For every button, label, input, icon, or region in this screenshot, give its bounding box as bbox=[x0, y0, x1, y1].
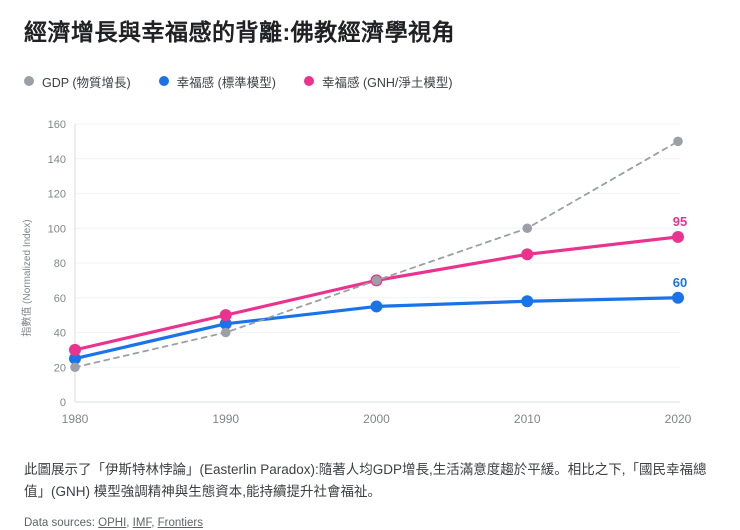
x-tick-label: 2000 bbox=[363, 412, 390, 426]
legend-item-happiness-gnh: 幸福感 (GNH/淨土模型) bbox=[303, 72, 453, 91]
chart-legend: GDP (物質增長) 幸福感 (標準模型) 幸福感 (GNH/淨土模型) bbox=[24, 72, 716, 91]
sources-separator: , bbox=[151, 516, 158, 529]
y-tick-label: 0 bbox=[60, 397, 66, 409]
y-tick-label: 160 bbox=[48, 119, 66, 131]
y-axis-title: 指數值 (Normalized Index) bbox=[20, 219, 33, 336]
legend-dot-gdp-icon bbox=[24, 76, 34, 87]
data-point bbox=[522, 223, 533, 233]
legend-item-happiness-standard: 幸福感 (標準模型) bbox=[158, 72, 276, 91]
y-tick-label: 100 bbox=[48, 223, 66, 235]
legend-label-gdp: GDP (物質增長) bbox=[42, 75, 131, 90]
legend-label-happiness-gnh: 幸福感 (GNH/淨土模型) bbox=[321, 75, 453, 90]
data-point bbox=[521, 295, 534, 308]
data-point bbox=[219, 317, 232, 330]
legend-dot-happiness-standard-icon bbox=[158, 76, 169, 87]
y-tick-label: 140 bbox=[48, 154, 66, 166]
source-link-imf[interactable]: IMF bbox=[132, 516, 152, 529]
page-title: 經濟增長與幸福感的背離:佛教經濟學視角 bbox=[24, 19, 456, 45]
data-point bbox=[370, 300, 383, 313]
legend-dot-happiness-gnh-icon bbox=[303, 76, 314, 87]
y-tick-label: 120 bbox=[48, 188, 66, 200]
data-point bbox=[672, 291, 684, 304]
sources-separator: , bbox=[126, 516, 133, 529]
data-point bbox=[672, 230, 684, 243]
x-tick-label: 1980 bbox=[62, 412, 89, 426]
data-point bbox=[69, 343, 81, 356]
source-link-ophi[interactable]: OPHI bbox=[98, 516, 127, 529]
data-point bbox=[70, 362, 80, 372]
series-line bbox=[74, 140, 679, 369]
x-tick-label: 2010 bbox=[514, 412, 541, 426]
end-value-label: 95 bbox=[673, 214, 687, 229]
data-point bbox=[220, 327, 231, 338]
legend-label-happiness-standard: 幸福感 (標準模型) bbox=[176, 75, 276, 90]
chart-caption: 此圖展示了「伊斯特林悖論」(Easterlin Paradox):隨著人均GDP… bbox=[24, 461, 707, 500]
data-point bbox=[521, 248, 534, 261]
y-tick-label: 80 bbox=[54, 258, 66, 270]
end-value-label: 60 bbox=[673, 275, 687, 290]
data-sources: Data sources: OPHI, IMF, Frontiers bbox=[24, 517, 716, 529]
x-tick-label: 2020 bbox=[665, 412, 692, 426]
data-point bbox=[219, 309, 232, 322]
y-tick-label: 40 bbox=[54, 327, 66, 339]
data-point bbox=[69, 352, 81, 365]
sources-prefix: Data sources: bbox=[24, 516, 99, 529]
data-point bbox=[371, 275, 382, 286]
y-tick-label: 60 bbox=[54, 293, 66, 305]
data-point bbox=[673, 136, 683, 147]
source-link-frontiers[interactable]: Frontiers bbox=[157, 516, 203, 529]
x-tick-label: 1990 bbox=[212, 412, 239, 426]
legend-item-gdp: GDP (物質增長) bbox=[24, 72, 131, 91]
chart-svg: 0 20 40 60 80 100 120 140 160 1980 1990 2000 2010 202… bbox=[20, 119, 692, 426]
y-tick-label: 20 bbox=[54, 362, 66, 374]
line-chart: 0 20 40 60 80 100 120 140 160 1980 1990 2000 2010 202… bbox=[0, 115, 716, 435]
